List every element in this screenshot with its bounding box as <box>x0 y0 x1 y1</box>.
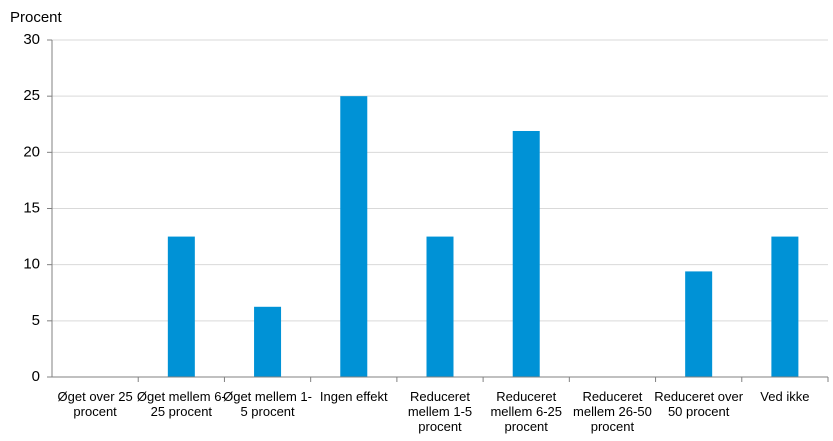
x-tick-label: Ved ikke <box>760 389 810 404</box>
bar <box>167 236 195 377</box>
y-tick-label: 20 <box>23 143 40 160</box>
x-tick-label: Øget mellem 1-5 procent <box>223 389 312 419</box>
y-axis-label: Procent <box>10 9 63 26</box>
bar <box>685 271 713 377</box>
x-tick-label: Reduceret mellem 6-25 procent <box>490 389 562 434</box>
x-tick-label: Øget mellem 6-25 procent <box>136 389 226 419</box>
bar <box>512 130 540 377</box>
y-tick-label: 30 <box>23 31 40 48</box>
y-tick-label: 15 <box>23 199 40 216</box>
y-tick-label: 25 <box>23 87 40 104</box>
bar <box>426 236 454 377</box>
x-tick-label: Reduceret mellem 26-50 procent <box>573 389 652 434</box>
x-tick-label: Reduceret mellem 1-5 procent <box>407 389 473 434</box>
x-tick-label: Ingen effekt <box>319 389 388 404</box>
x-tick-label: Reduceret over 50 procent <box>654 389 744 419</box>
y-tick-label: 5 <box>32 312 40 329</box>
y-tick-label: 10 <box>23 256 40 273</box>
bar <box>771 236 799 377</box>
bar <box>254 306 282 377</box>
x-tick-label: Øget over 25 procent <box>57 389 133 419</box>
bar <box>340 96 368 378</box>
y-tick-label: 0 <box>32 368 40 385</box>
